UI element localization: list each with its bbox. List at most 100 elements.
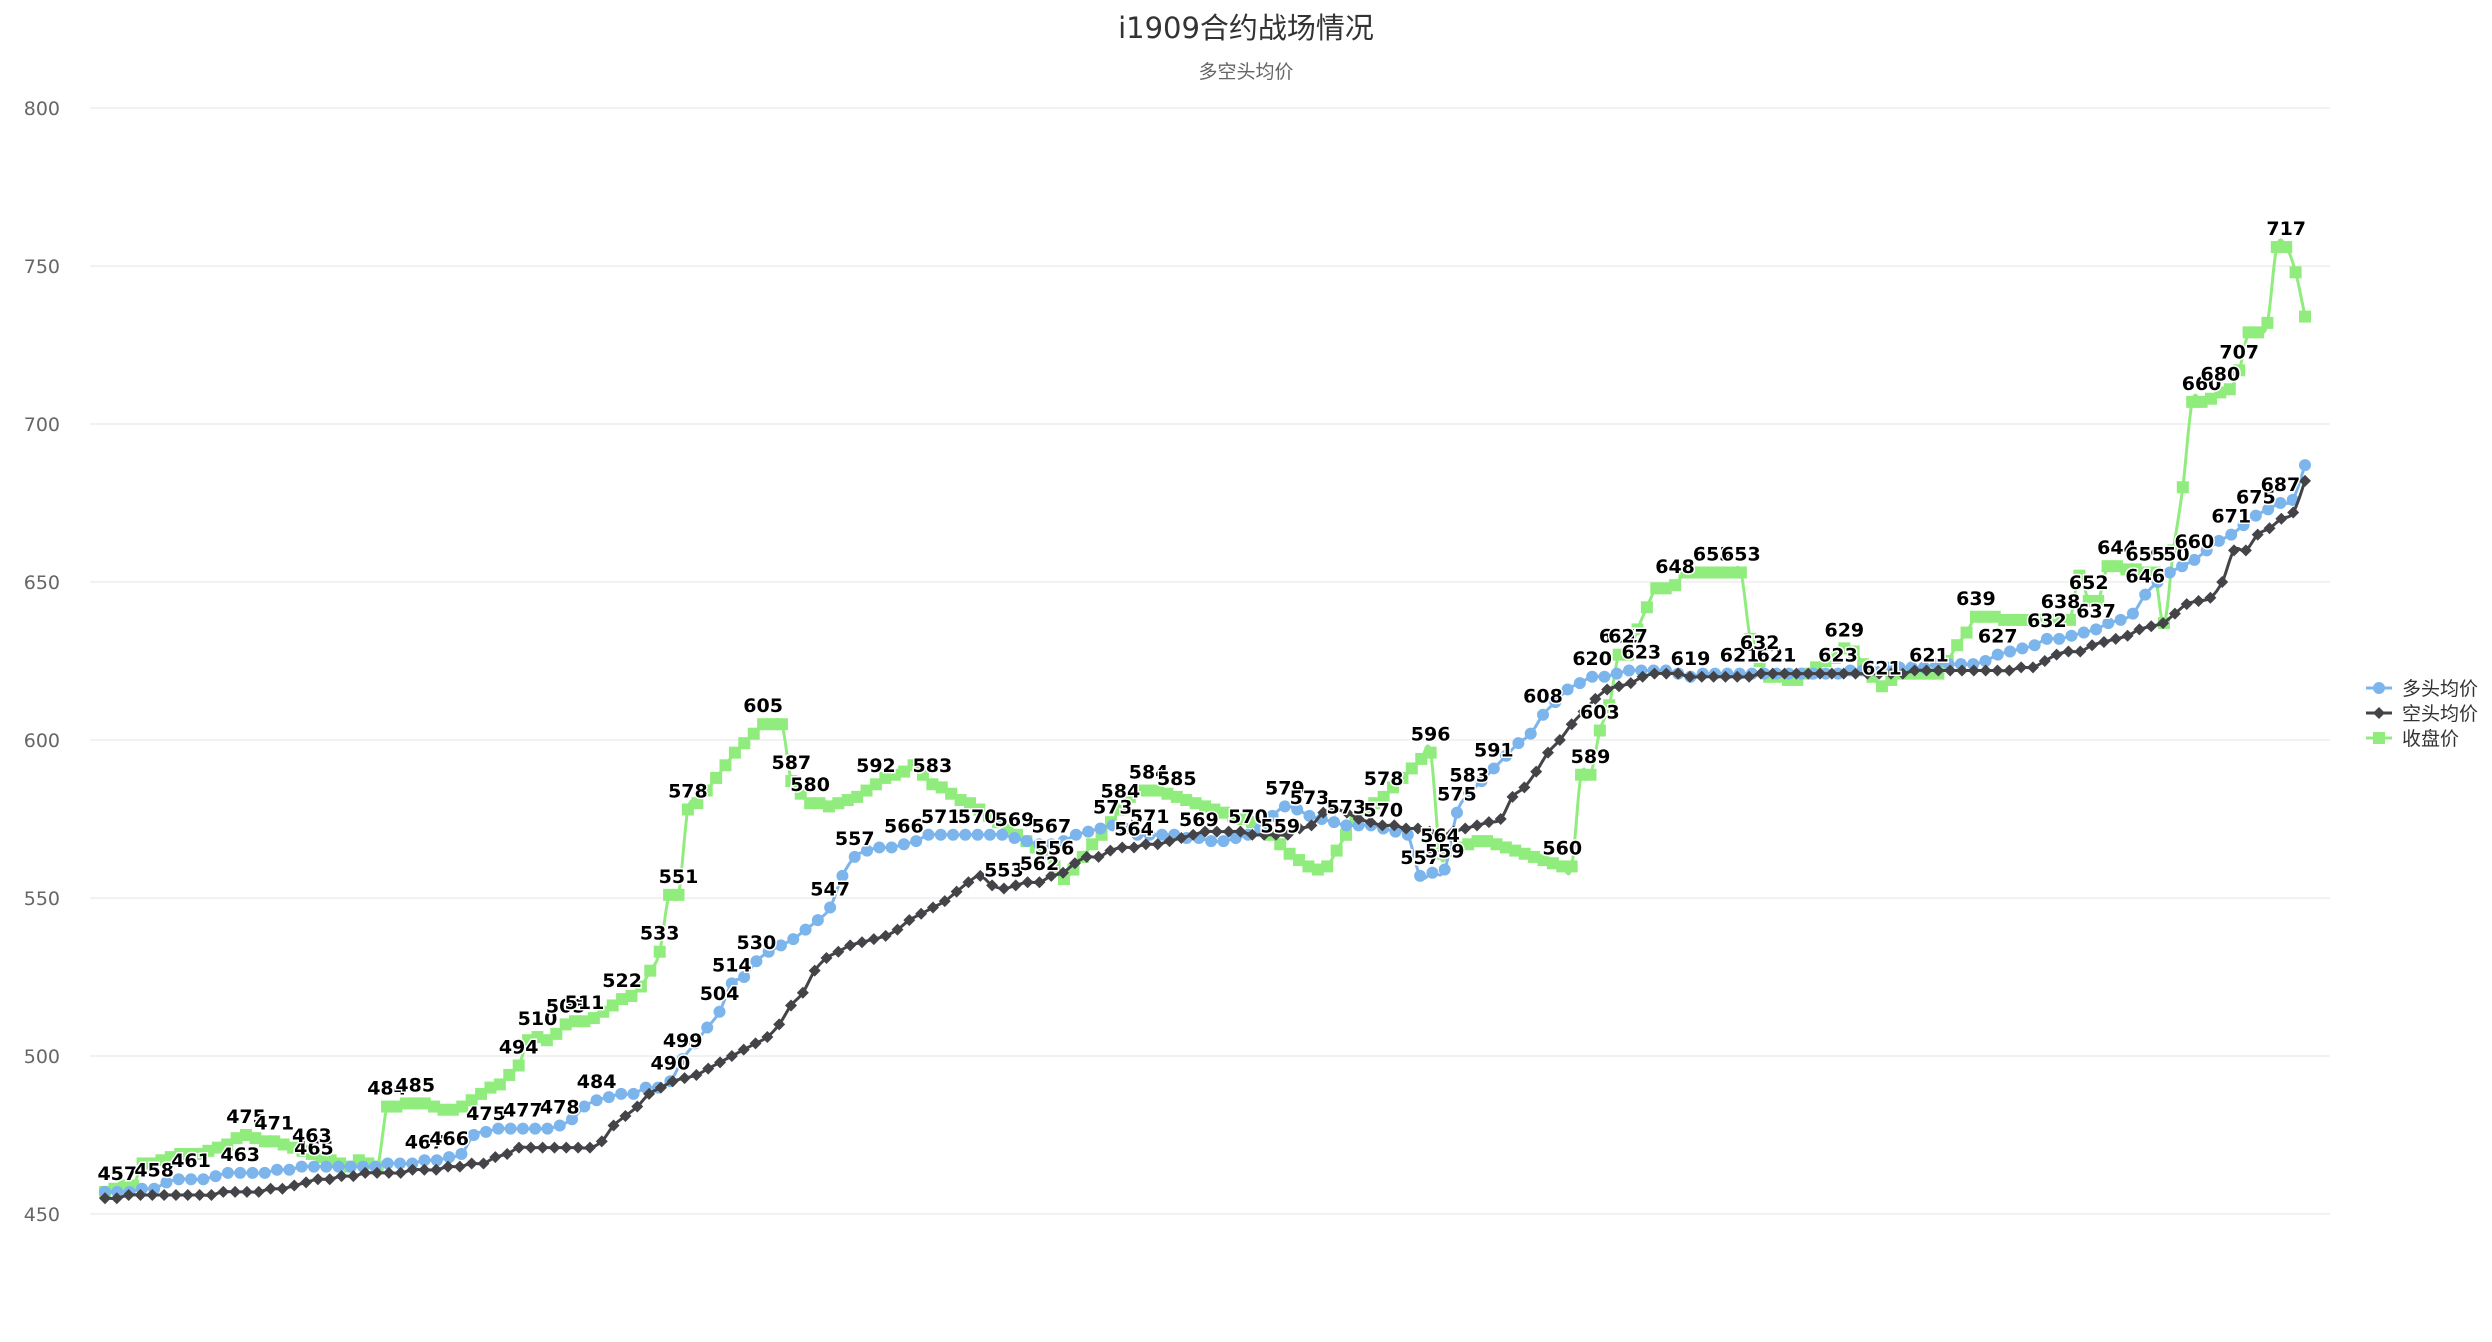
- data-point[interactable]: [1549, 696, 1562, 709]
- data-point[interactable]: [775, 718, 788, 731]
- data-point[interactable]: [974, 869, 987, 882]
- data-point[interactable]: [1885, 673, 1898, 686]
- data-point[interactable]: [1825, 667, 1838, 680]
- data-point[interactable]: [1586, 670, 1599, 683]
- data-point[interactable]: [1716, 566, 1729, 579]
- data-point[interactable]: [183, 1147, 196, 1160]
- data-point[interactable]: [2133, 623, 2146, 636]
- data-point[interactable]: [1847, 645, 1860, 658]
- data-point[interactable]: [676, 1053, 689, 1066]
- data-point[interactable]: [992, 816, 1005, 829]
- data-point[interactable]: [938, 895, 951, 908]
- data-point[interactable]: [296, 1144, 309, 1157]
- data-point[interactable]: [2092, 594, 2105, 607]
- data-point[interactable]: [1828, 651, 1841, 664]
- data-point[interactable]: [1116, 841, 1129, 854]
- data-point[interactable]: [2228, 544, 2241, 557]
- data-point[interactable]: [288, 1179, 301, 1192]
- data-point[interactable]: [1234, 825, 1247, 838]
- data-point[interactable]: [1133, 784, 1146, 797]
- data-point[interactable]: [529, 1122, 542, 1135]
- data-point[interactable]: [2157, 617, 2170, 630]
- data-point[interactable]: [1979, 664, 1992, 677]
- data-point[interactable]: [1208, 803, 1221, 816]
- data-point[interactable]: [860, 784, 873, 797]
- data-point[interactable]: [2204, 392, 2217, 405]
- data-point[interactable]: [971, 828, 984, 841]
- data-point[interactable]: [1092, 850, 1105, 863]
- data-point[interactable]: [456, 1100, 469, 1113]
- data-point[interactable]: [1908, 664, 1921, 677]
- data-point[interactable]: [1490, 838, 1503, 851]
- data-point[interactable]: [1979, 655, 1992, 667]
- data-point[interactable]: [1452, 841, 1465, 854]
- data-point[interactable]: [578, 1015, 591, 1028]
- data-point[interactable]: [1754, 667, 1767, 680]
- data-point[interactable]: [583, 1141, 596, 1154]
- data-point[interactable]: [2082, 594, 2095, 607]
- data-point[interactable]: [1814, 667, 1827, 680]
- data-point[interactable]: [1463, 787, 1476, 800]
- data-point[interactable]: [2275, 512, 2288, 525]
- data-point[interactable]: [2073, 569, 2086, 582]
- data-point[interactable]: [442, 1160, 455, 1173]
- data-point[interactable]: [1069, 828, 1082, 841]
- data-point[interactable]: [1683, 670, 1696, 683]
- data-point[interactable]: [1988, 610, 2001, 623]
- data-point[interactable]: [501, 1147, 514, 1160]
- data-point[interactable]: [1376, 819, 1389, 832]
- data-point[interactable]: [2026, 661, 2039, 674]
- data-point[interactable]: [1612, 648, 1625, 661]
- data-point[interactable]: [1388, 819, 1401, 832]
- data-point[interactable]: [1944, 664, 1957, 677]
- data-point[interactable]: [1450, 806, 1463, 819]
- data-point[interactable]: [1434, 847, 1447, 860]
- data-point[interactable]: [688, 1037, 701, 1050]
- data-point[interactable]: [99, 1192, 111, 1205]
- data-point[interactable]: [2168, 607, 2181, 620]
- data-point[interactable]: [2214, 386, 2227, 399]
- data-point[interactable]: [643, 1087, 656, 1100]
- data-point[interactable]: [757, 718, 770, 731]
- data-point[interactable]: [1753, 655, 1766, 667]
- data-point[interactable]: [2063, 613, 2076, 626]
- data-point[interactable]: [1094, 822, 1107, 835]
- data-point[interactable]: [2065, 629, 2078, 642]
- data-point[interactable]: [922, 828, 935, 841]
- data-point[interactable]: [2233, 364, 2246, 377]
- data-point[interactable]: [1045, 838, 1058, 851]
- data-point[interactable]: [548, 1141, 561, 1154]
- data-point[interactable]: [572, 1141, 585, 1154]
- data-point[interactable]: [1114, 803, 1127, 816]
- data-point[interactable]: [1009, 879, 1022, 892]
- data-point[interactable]: [2045, 613, 2058, 626]
- data-point[interactable]: [1199, 800, 1211, 813]
- data-point[interactable]: [2274, 497, 2287, 509]
- data-point[interactable]: [1161, 787, 1174, 800]
- data-point[interactable]: [2053, 632, 2066, 645]
- data-point[interactable]: [1802, 667, 1815, 680]
- data-point[interactable]: [428, 1100, 441, 1113]
- data-point[interactable]: [1352, 819, 1365, 832]
- data-point[interactable]: [627, 1087, 640, 1100]
- data-point[interactable]: [295, 1160, 308, 1173]
- data-point[interactable]: [1128, 841, 1141, 854]
- data-point[interactable]: [1584, 768, 1597, 781]
- data-point[interactable]: [1731, 670, 1744, 683]
- data-point[interactable]: [761, 1031, 774, 1044]
- data-point[interactable]: [268, 1135, 281, 1148]
- data-point[interactable]: [1678, 566, 1691, 579]
- data-point[interactable]: [418, 1154, 431, 1167]
- data-point[interactable]: [1438, 863, 1451, 876]
- data-point[interactable]: [653, 945, 666, 958]
- data-point[interactable]: [836, 869, 849, 882]
- data-point[interactable]: [1330, 844, 1343, 857]
- data-point[interactable]: [1744, 632, 1757, 645]
- data-point[interactable]: [2120, 563, 2133, 576]
- data-point[interactable]: [947, 828, 960, 841]
- data-point[interactable]: [1236, 813, 1249, 825]
- data-point[interactable]: [1648, 667, 1661, 680]
- data-point[interactable]: [234, 1166, 247, 1179]
- data-point[interactable]: [1837, 667, 1850, 680]
- data-point[interactable]: [1396, 771, 1409, 784]
